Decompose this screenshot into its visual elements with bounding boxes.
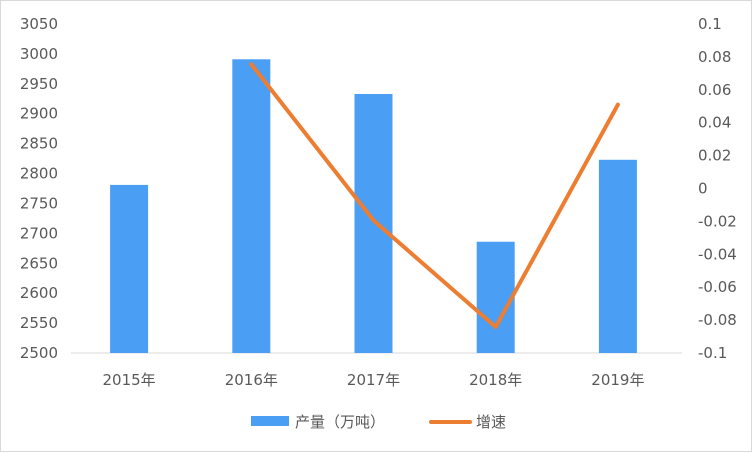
left-axis-tick-label: 2950 xyxy=(20,75,58,93)
left-axis-tick-label: 2650 xyxy=(20,254,58,272)
left-axis-tick-label: 3000 xyxy=(20,45,58,63)
right-axis-tick-label: 0 xyxy=(698,180,708,198)
right-axis-tick-label: -0.02 xyxy=(698,212,737,230)
legend-swatch-bar xyxy=(251,416,289,426)
bar xyxy=(354,93,393,353)
growth-line xyxy=(249,62,620,330)
right-axis-tick-label: 0.08 xyxy=(698,48,731,66)
left-axis-tick-label: 2550 xyxy=(20,314,58,332)
bar xyxy=(598,159,637,353)
left-axis-tick-label: 2800 xyxy=(20,165,58,183)
left-axis-tick-label: 2700 xyxy=(20,224,58,242)
left-axis-tick-label: 2900 xyxy=(20,105,58,123)
right-axis-tick-label: -0.04 xyxy=(698,245,737,263)
x-axis-tick-label: 2016年 xyxy=(225,371,278,389)
right-axis-tick-label: 0.1 xyxy=(698,15,722,33)
right-axis-tick-label: 0.06 xyxy=(698,81,731,99)
bar xyxy=(110,184,149,353)
left-axis-tick-label: 2600 xyxy=(20,284,58,302)
legend-label-line: 增速 xyxy=(476,413,506,431)
right-axis-tick-label: 0.02 xyxy=(698,147,731,165)
right-axis-tick-label: -0.06 xyxy=(698,278,737,296)
right-axis-tick-label: -0.1 xyxy=(698,344,727,362)
left-axis-tick-label: 2500 xyxy=(20,344,58,362)
left-axis-tick-label: 3050 xyxy=(20,15,58,33)
left-axis-tick-label: 2850 xyxy=(20,135,58,153)
x-axis-tick-label: 2019年 xyxy=(591,371,644,389)
bar xyxy=(232,59,271,354)
right-axis-tick-label: 0.04 xyxy=(698,114,731,132)
bar xyxy=(476,241,515,353)
x-axis-tick-label: 2015年 xyxy=(103,371,156,389)
left-axis-tick-label: 2750 xyxy=(20,194,58,212)
right-axis-tick-label: -0.08 xyxy=(698,311,737,329)
x-axis-tick-label: 2018年 xyxy=(469,371,522,389)
legend-label-bar: 产量（万吨） xyxy=(295,413,385,431)
x-axis-tick-label: 2017年 xyxy=(347,371,400,389)
